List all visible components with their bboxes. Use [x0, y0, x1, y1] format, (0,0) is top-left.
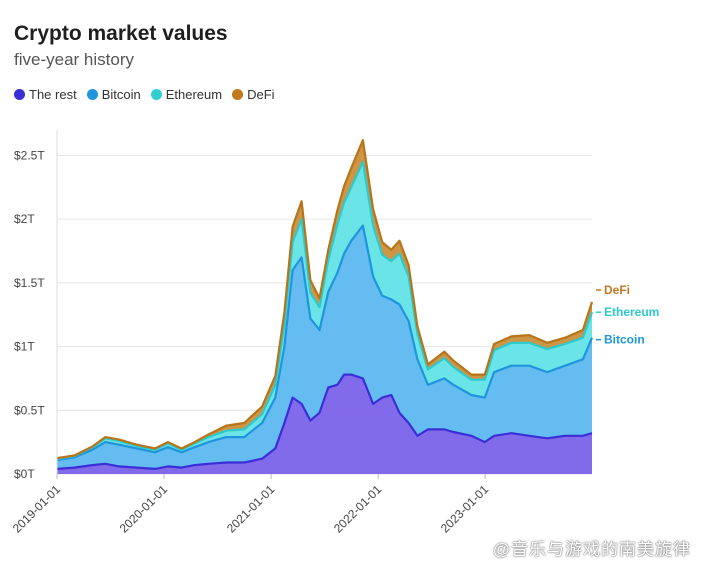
legend-label-bitcoin: Bitcoin — [101, 87, 141, 102]
y-tick-label: $2.5T — [14, 148, 45, 162]
line-defi — [56, 139, 594, 460]
legend-swatch-ethereum — [150, 89, 162, 100]
end-label-defi: DeFi — [604, 283, 630, 297]
end-label-ethereum: Ethereum — [604, 305, 659, 319]
legend-label-defi: DeFi — [247, 87, 275, 102]
area-ethereum — [57, 161, 592, 460]
legend-label-ethereum: Ethereum — [165, 87, 223, 102]
x-tick-label: 2020-01-01 — [117, 482, 171, 536]
legend-item-defi[interactable]: DeFi — [232, 87, 275, 102]
area-the-rest — [57, 374, 592, 474]
y-tick-label: $2T — [14, 212, 35, 226]
y-tick-label: $0T — [14, 467, 35, 481]
end-label-bitcoin: Bitcoin — [604, 333, 645, 347]
legend-item-ethereum[interactable]: Ethereum — [150, 87, 223, 102]
legend-item-the-rest[interactable]: The rest — [14, 87, 77, 102]
area-bitcoin — [57, 225, 592, 469]
legend-swatch-bitcoin — [86, 89, 98, 100]
chart-subtitle: five-year history — [14, 50, 134, 69]
legend: The rest Bitcoin Ethereum DeFi — [14, 87, 275, 102]
watermark: @音乐与游戏的南美旋律 — [492, 540, 691, 559]
area-series — [57, 140, 592, 474]
x-tick-label: 2022-01-01 — [331, 482, 385, 536]
x-tick-label: 2023-01-01 — [438, 482, 492, 536]
y-tick-label: $1.5T — [14, 276, 45, 290]
y-tick-label: $1T — [14, 340, 35, 354]
line-the-rest — [56, 373, 593, 470]
x-tick-label: 2021-01-01 — [224, 482, 278, 536]
y-tick-label: $0.5T — [14, 403, 45, 417]
chart-title: Crypto market values — [14, 22, 228, 45]
end-labels: DeFi Ethereum Bitcoin — [596, 283, 659, 347]
x-tick-label: 2019-01-01 — [10, 482, 64, 536]
legend-label-the-rest: The rest — [29, 87, 77, 102]
area-outlines — [56, 139, 594, 470]
legend-item-bitcoin[interactable]: Bitcoin — [86, 87, 141, 102]
legend-swatch-defi — [232, 89, 244, 100]
legend-swatch-the-rest — [14, 89, 25, 100]
line-bitcoin — [56, 224, 594, 462]
line-ethereum — [56, 160, 594, 460]
